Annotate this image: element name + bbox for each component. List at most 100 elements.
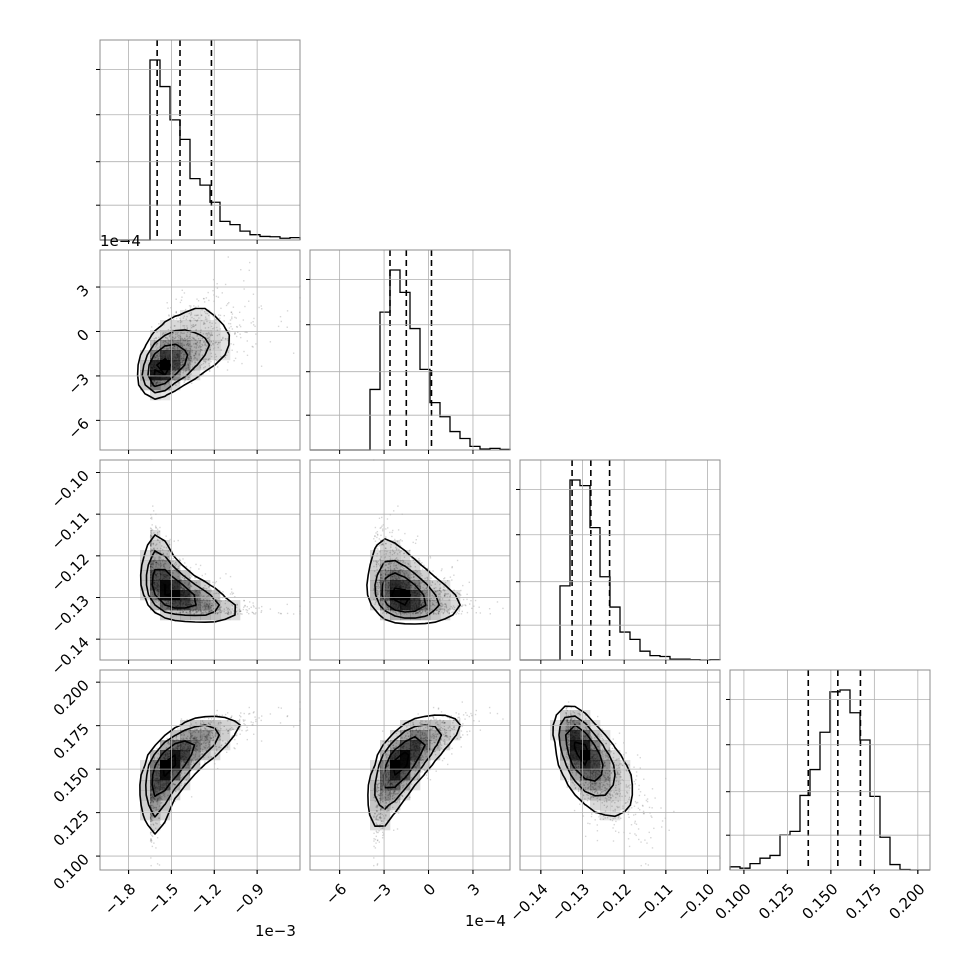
sample-point xyxy=(236,604,239,606)
sample-point xyxy=(176,341,179,344)
sample-point xyxy=(430,605,432,607)
sample-point xyxy=(230,611,232,614)
sample-point xyxy=(277,612,280,614)
sample-point xyxy=(158,817,160,820)
sample-point xyxy=(253,612,255,615)
sample-point xyxy=(207,359,210,361)
sample-point xyxy=(423,588,426,591)
sample-point xyxy=(233,360,235,362)
sample-point xyxy=(200,349,202,351)
sample-point xyxy=(182,732,185,734)
sample-point xyxy=(190,305,192,307)
sample-point xyxy=(206,735,209,737)
sample-point xyxy=(435,601,438,604)
sample-point xyxy=(208,731,210,733)
sample-point xyxy=(386,575,388,578)
sample-point xyxy=(246,340,249,342)
sample-point xyxy=(242,319,245,321)
sample-point xyxy=(450,605,452,608)
sample-point xyxy=(163,565,165,567)
sample-point xyxy=(181,342,184,344)
sample-point xyxy=(231,313,234,315)
sample-point xyxy=(453,574,455,576)
sample-point xyxy=(435,575,437,578)
sample-point xyxy=(405,609,407,612)
sample-point xyxy=(200,589,203,591)
sample-point xyxy=(166,302,168,304)
sample-point xyxy=(243,600,245,602)
density-cell xyxy=(140,580,151,591)
sample-point xyxy=(225,728,228,731)
density-cell xyxy=(200,310,211,321)
sample-point xyxy=(187,364,190,366)
sample-point xyxy=(214,341,217,343)
sample-point xyxy=(193,355,196,357)
sample-point xyxy=(378,586,381,588)
sample-point xyxy=(191,324,193,327)
sample-point xyxy=(156,539,159,541)
sample-point xyxy=(182,363,184,366)
sample-point xyxy=(158,323,160,325)
sample-point xyxy=(179,345,182,347)
sample-point xyxy=(246,331,248,334)
sample-point xyxy=(242,608,245,611)
sample-point xyxy=(211,599,214,602)
sample-point xyxy=(228,611,230,614)
sample-point xyxy=(252,346,254,348)
sample-point xyxy=(185,369,188,372)
sample-point xyxy=(385,578,387,580)
density-cell xyxy=(400,580,411,591)
sample-point xyxy=(246,609,249,612)
sample-point xyxy=(162,380,165,382)
sample-point xyxy=(382,603,384,605)
sample-point xyxy=(179,336,182,338)
sample-point xyxy=(172,318,175,321)
sample-point xyxy=(168,315,170,317)
sample-point xyxy=(158,352,160,354)
sample-point xyxy=(183,784,185,786)
sample-point xyxy=(202,333,205,335)
sample-point xyxy=(173,540,175,542)
sample-point xyxy=(195,576,197,579)
sample-point xyxy=(425,612,427,614)
sample-point xyxy=(250,606,252,608)
sample-point xyxy=(200,331,202,333)
sample-point xyxy=(189,345,191,347)
sample-point xyxy=(233,610,235,612)
sample-point xyxy=(445,593,447,595)
sample-point xyxy=(200,604,202,607)
sample-point xyxy=(426,597,428,600)
sample-point xyxy=(201,750,203,753)
sample-point xyxy=(209,321,211,324)
sample-point xyxy=(189,307,192,309)
sample-point xyxy=(392,550,394,553)
sample-point xyxy=(208,333,210,335)
grid-3-3 xyxy=(730,670,930,870)
sample-point xyxy=(173,371,175,373)
sample-point xyxy=(241,613,243,615)
sample-point xyxy=(417,612,419,614)
sample-point xyxy=(210,609,213,611)
sample-point xyxy=(208,362,210,365)
sample-point xyxy=(235,317,237,319)
sample-point xyxy=(379,527,381,529)
sample-point xyxy=(212,601,215,603)
sample-point xyxy=(377,548,379,550)
sample-point xyxy=(387,606,389,608)
sample-point xyxy=(379,580,381,582)
sample-point xyxy=(441,605,444,607)
sample-point xyxy=(217,608,219,611)
sample-point xyxy=(260,365,263,367)
sample-point xyxy=(384,569,386,571)
sample-point xyxy=(412,559,415,561)
sample-point xyxy=(456,559,459,562)
sample-point xyxy=(197,314,199,316)
sample-point xyxy=(409,565,411,567)
sample-point xyxy=(168,343,171,345)
sample-point xyxy=(432,603,434,606)
sample-point xyxy=(165,337,168,339)
sample-point xyxy=(152,562,154,564)
sample-point xyxy=(210,340,213,342)
density-cell xyxy=(210,610,221,621)
sample-point xyxy=(156,342,158,344)
